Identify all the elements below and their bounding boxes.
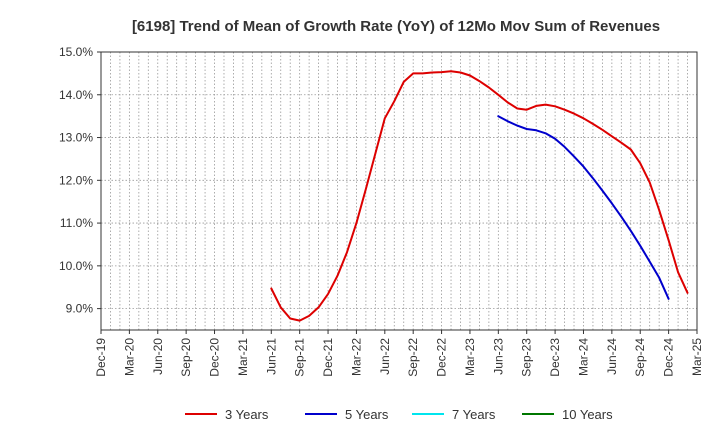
grid [101,52,697,330]
series-line [270,70,689,322]
legend: 3 Years 5 Years 7 Years 10 Years [185,407,613,422]
x-tick-label: Jun-22 [378,338,392,375]
y-tick-label: 14.0% [59,88,93,102]
x-tick-label: Mar-20 [122,338,136,376]
x-tick-label: Jun-21 [264,338,278,375]
x-tick-label: Jun-24 [605,338,619,375]
y-tick-label: 15.0% [59,45,93,59]
series-line [497,115,670,300]
x-tick-label: Mar-21 [236,338,250,376]
legend-label: 10 Years [562,407,613,422]
x-tick-label: Mar-24 [576,338,590,376]
y-tick-label: 12.0% [59,173,93,187]
x-tick-label: Dec-20 [208,338,222,377]
x-tick-label: Jun-20 [151,338,165,375]
x-tick-label: Dec-19 [94,338,108,377]
x-tick-label: Mar-25 [690,338,704,376]
x-tick-label: Dec-24 [662,338,676,377]
x-tick-label: Mar-22 [349,338,363,376]
x-tick-label: Sep-24 [633,338,647,377]
plot-area [101,52,697,330]
x-tick-label: Sep-21 [293,338,307,377]
y-tick-label: 13.0% [59,131,93,145]
series-group [270,70,689,322]
y-tick-label: 9.0% [66,302,94,316]
y-tick-label: 10.0% [59,259,93,273]
y-tick-label: 11.0% [60,216,93,230]
x-tick-label: Sep-23 [520,338,534,377]
x-tick-label: Dec-21 [321,338,335,377]
axes: 9.0% 10.0% 11.0% 12.0% 13.0% 14.0% 15.0% Dec-19… [59,45,704,377]
legend-label: 7 Years [452,407,496,422]
legend-label: 5 Years [345,407,389,422]
x-tick-label: Mar-23 [463,338,477,376]
x-tick-label: Sep-22 [406,338,420,377]
chart-title: [6198] Trend of Mean of Growth Rate (YoY… [132,18,660,35]
x-tick-label: Dec-22 [435,338,449,377]
x-tick-label: Jun-23 [491,338,505,375]
x-tick-label: Dec-23 [548,338,562,377]
legend-label: 3 Years [225,407,269,422]
x-tick-label: Sep-20 [179,338,193,377]
plot-border [100,51,698,331]
